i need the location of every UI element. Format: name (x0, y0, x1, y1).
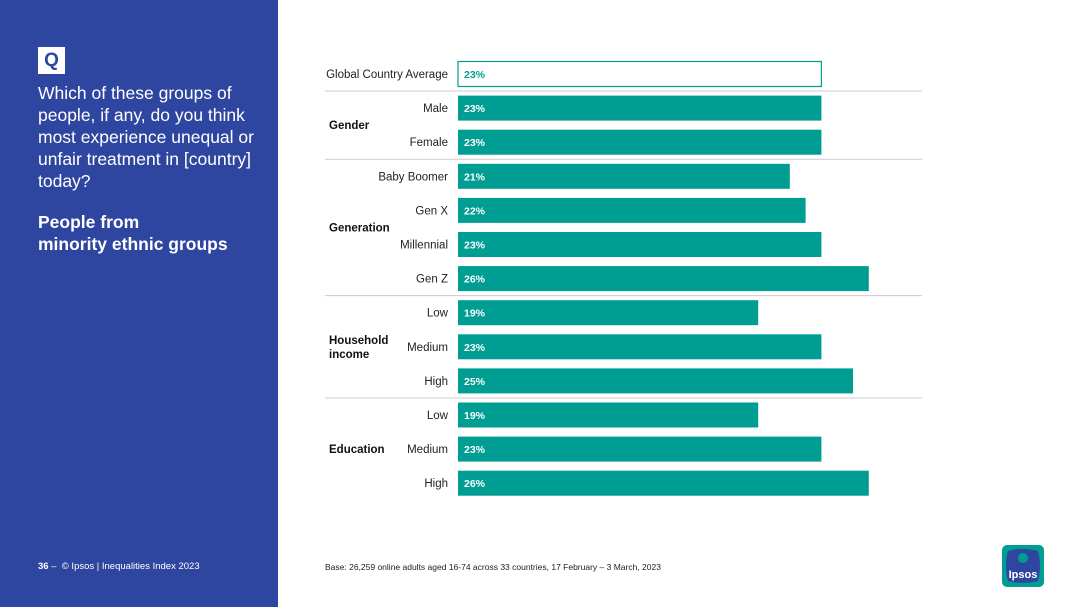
bar (458, 368, 853, 394)
data-label: 25% (464, 376, 486, 388)
category-label: Baby Boomer (378, 171, 448, 183)
category-label: Gen Z (416, 274, 448, 286)
category-label: High (424, 478, 448, 490)
question-badge: Q (38, 47, 65, 74)
group-label: Household (329, 335, 388, 347)
ipsos-logo: Ipsos (1002, 545, 1044, 587)
bar (458, 334, 822, 360)
page-separator: – (51, 561, 57, 572)
bar-global-average (457, 60, 822, 88)
footer: 36 – © Ipsos | Inequalities Index 2023 (38, 561, 200, 572)
bar (458, 402, 759, 428)
data-label: 23% (464, 137, 486, 149)
category-label: Female (410, 137, 448, 149)
data-label: 26% (464, 274, 486, 286)
subtitle-line-1: People from (38, 212, 140, 232)
bar (458, 266, 869, 292)
data-label: 23% (464, 342, 486, 354)
base-note: Base: 26,259 online adults aged 16-74 ac… (325, 562, 661, 572)
data-label: 23% (464, 240, 486, 252)
sidebar: Q Which of these groups of people, if an… (0, 0, 278, 607)
group-label: income (329, 349, 369, 361)
data-label: 19% (464, 308, 486, 320)
data-label: 19% (464, 410, 486, 422)
page-number: 36 (38, 561, 49, 572)
category-label: Medium (407, 444, 448, 456)
question-text: Which of these groups of people, if any,… (38, 83, 254, 191)
category-label: Low (427, 308, 449, 320)
subtitle-line-2: minority ethnic groups (38, 234, 228, 254)
category-label: Low (427, 410, 449, 422)
bar (458, 95, 822, 121)
data-label: 22% (464, 205, 486, 217)
logo-text: Ipsos (1009, 569, 1038, 581)
category-label: Gen X (415, 205, 448, 217)
group-label: Gender (329, 120, 370, 132)
data-label: 21% (464, 171, 486, 183)
category-label: Global Country Average (326, 69, 448, 81)
data-label: 23% (464, 103, 486, 115)
bar (458, 232, 822, 257)
chart-subtitle: People from minority ethnic groups (38, 211, 270, 255)
category-label: Millennial (400, 240, 448, 252)
category-label: Medium (407, 342, 448, 354)
logo-shape (1006, 549, 1040, 583)
bar (458, 163, 790, 189)
group-label: Education (329, 444, 385, 456)
bar (458, 300, 759, 326)
category-label: High (424, 376, 448, 388)
data-label: 23% (464, 69, 486, 81)
group-label: Generation (329, 222, 390, 234)
data-label: 23% (464, 444, 486, 456)
bar (458, 470, 869, 496)
bar (458, 197, 806, 223)
logo-dot-icon (1018, 553, 1028, 563)
category-label: Male (423, 103, 448, 115)
data-label: 26% (464, 478, 486, 490)
bar (458, 129, 822, 155)
copyright-text: © Ipsos | Inequalities Index 2023 (61, 561, 200, 572)
bar (458, 436, 822, 462)
